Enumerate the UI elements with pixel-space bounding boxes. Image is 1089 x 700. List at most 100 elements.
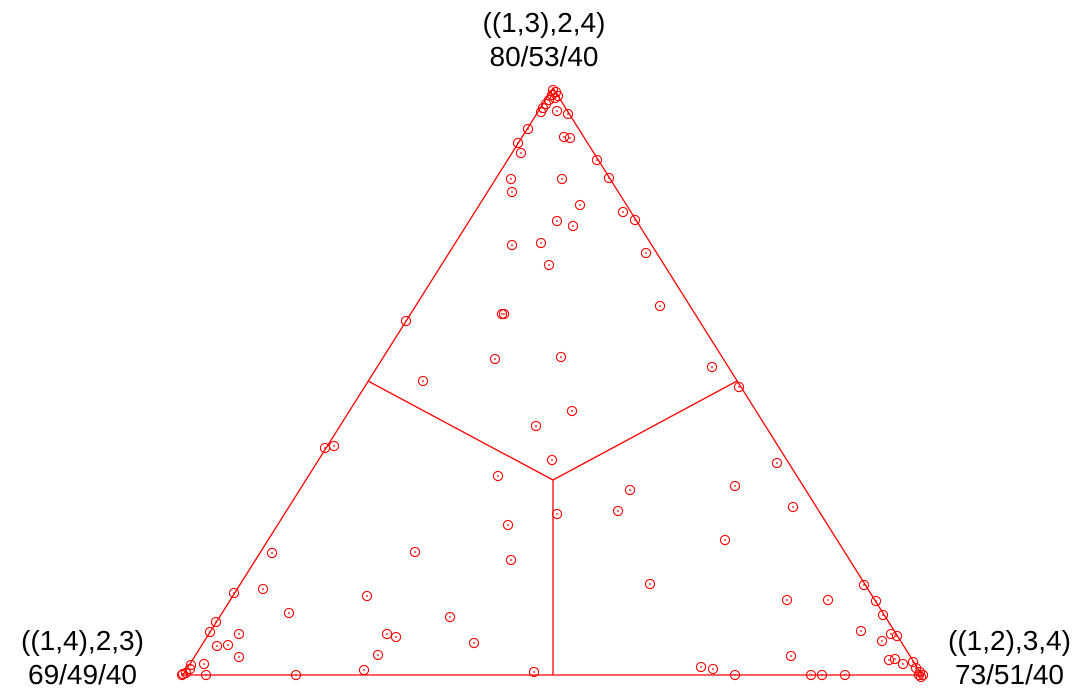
sample-point	[381, 628, 393, 640]
point-center	[422, 380, 424, 382]
sample-point	[328, 440, 340, 452]
sample-point	[257, 583, 269, 595]
sample-point	[877, 609, 889, 621]
point-ring	[522, 123, 534, 135]
point-center	[863, 584, 865, 586]
sample-point	[822, 594, 834, 606]
sample-point	[805, 669, 817, 681]
point-center	[209, 631, 211, 633]
point-ring	[506, 186, 518, 198]
point-ring	[719, 534, 731, 546]
point-center	[540, 242, 542, 244]
point-ring	[257, 583, 269, 595]
point-center	[645, 252, 647, 254]
sample-point	[210, 616, 222, 628]
vertex-right-counts: 73/51/40	[955, 659, 1064, 690]
sample-point	[372, 649, 384, 661]
point-ring	[883, 654, 895, 666]
point-center	[517, 142, 519, 144]
vertex-left-topology: ((1,4),2,3)	[21, 625, 144, 656]
point-center	[700, 666, 702, 668]
sample-point	[528, 666, 540, 678]
sample-point	[283, 607, 295, 619]
point-ring	[444, 611, 456, 623]
sample-point	[546, 454, 558, 466]
point-center	[617, 510, 619, 512]
sample-point	[839, 669, 851, 681]
point-center	[734, 674, 736, 676]
point-ring	[624, 484, 636, 496]
point-center	[557, 95, 559, 97]
point-ring	[915, 671, 927, 683]
point-center	[810, 674, 812, 676]
sample-point	[290, 669, 302, 681]
point-center	[622, 211, 624, 213]
region-boundary-right	[552, 380, 738, 481]
sample-point	[496, 308, 508, 320]
sample-point	[558, 131, 570, 143]
point-center	[510, 559, 512, 561]
point-ring	[564, 132, 576, 144]
sample-point	[319, 442, 331, 454]
sample-point	[562, 108, 574, 120]
point-center	[881, 640, 883, 642]
sample-point	[233, 651, 245, 663]
point-center	[520, 152, 522, 154]
point-ring	[816, 669, 828, 681]
point-center	[507, 524, 509, 526]
point-center	[659, 305, 661, 307]
point-ring	[551, 508, 563, 520]
point-center	[554, 97, 556, 99]
sample-point	[883, 654, 895, 666]
sample-point	[555, 351, 567, 363]
point-ring	[889, 653, 901, 665]
point-ring	[361, 590, 373, 602]
sample-point	[695, 661, 707, 673]
point-center	[503, 313, 505, 315]
sample-point	[787, 501, 799, 513]
sample-point	[640, 247, 652, 259]
point-ring	[535, 106, 547, 118]
point-ring	[629, 214, 641, 226]
point-center	[790, 655, 792, 657]
sample-point	[535, 237, 547, 249]
point-ring	[822, 594, 834, 606]
sample-point	[706, 361, 718, 373]
point-center	[227, 644, 229, 646]
point-ring	[654, 300, 666, 312]
sample-point	[211, 640, 223, 652]
point-center	[882, 614, 884, 616]
point-center	[569, 137, 571, 139]
point-ring	[233, 628, 245, 640]
point-center	[918, 674, 920, 676]
sample-point	[897, 658, 909, 670]
point-center	[561, 178, 563, 180]
point-ring	[390, 631, 402, 643]
point-ring	[877, 609, 889, 621]
sample-point	[176, 669, 188, 681]
sample-point	[707, 663, 719, 675]
point-ring	[200, 669, 212, 681]
sample-point	[390, 631, 402, 643]
point-ring	[381, 628, 393, 640]
point-ring	[505, 554, 517, 566]
sample-point	[771, 457, 783, 469]
point-ring	[512, 137, 524, 149]
point-ring	[839, 669, 851, 681]
point-center	[738, 386, 740, 388]
point-ring	[574, 199, 586, 211]
point-center	[205, 674, 207, 676]
point-center	[556, 220, 558, 222]
sample-point	[198, 658, 210, 670]
point-ring	[222, 639, 234, 651]
sample-point	[567, 220, 579, 232]
point-center	[473, 642, 475, 644]
point-ring	[266, 547, 278, 559]
sample-point	[498, 308, 510, 320]
sample-point	[781, 594, 793, 606]
point-ring	[492, 470, 504, 482]
point-ring	[547, 84, 559, 96]
point-center	[786, 599, 788, 601]
point-ring	[558, 131, 570, 143]
sample-point	[566, 405, 578, 417]
